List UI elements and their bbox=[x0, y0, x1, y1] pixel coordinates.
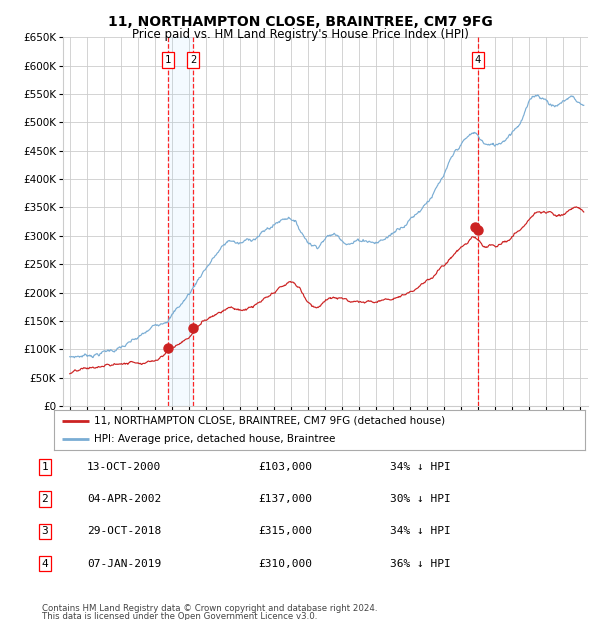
Text: 4: 4 bbox=[41, 559, 49, 569]
Text: 04-APR-2002: 04-APR-2002 bbox=[87, 494, 161, 504]
Bar bbox=[168, 37, 193, 406]
Text: 1: 1 bbox=[165, 55, 171, 65]
Text: Price paid vs. HM Land Registry's House Price Index (HPI): Price paid vs. HM Land Registry's House … bbox=[131, 28, 469, 41]
Text: 2: 2 bbox=[190, 55, 196, 65]
Text: £315,000: £315,000 bbox=[258, 526, 312, 536]
Text: 3: 3 bbox=[41, 526, 49, 536]
Text: 11, NORTHAMPTON CLOSE, BRAINTREE, CM7 9FG (detached house): 11, NORTHAMPTON CLOSE, BRAINTREE, CM7 9F… bbox=[94, 416, 445, 426]
Text: 29-OCT-2018: 29-OCT-2018 bbox=[87, 526, 161, 536]
Text: 13-OCT-2000: 13-OCT-2000 bbox=[87, 462, 161, 472]
Text: 07-JAN-2019: 07-JAN-2019 bbox=[87, 559, 161, 569]
Text: HPI: Average price, detached house, Braintree: HPI: Average price, detached house, Brai… bbox=[94, 434, 335, 444]
Text: 36% ↓ HPI: 36% ↓ HPI bbox=[390, 559, 451, 569]
Text: 2: 2 bbox=[41, 494, 49, 504]
Text: 1: 1 bbox=[41, 462, 49, 472]
Text: 4: 4 bbox=[475, 55, 481, 65]
Text: 34% ↓ HPI: 34% ↓ HPI bbox=[390, 526, 451, 536]
Text: £137,000: £137,000 bbox=[258, 494, 312, 504]
Text: £310,000: £310,000 bbox=[258, 559, 312, 569]
Text: This data is licensed under the Open Government Licence v3.0.: This data is licensed under the Open Gov… bbox=[42, 612, 317, 620]
Text: 11, NORTHAMPTON CLOSE, BRAINTREE, CM7 9FG: 11, NORTHAMPTON CLOSE, BRAINTREE, CM7 9F… bbox=[107, 16, 493, 30]
Text: £103,000: £103,000 bbox=[258, 462, 312, 472]
Text: 34% ↓ HPI: 34% ↓ HPI bbox=[390, 462, 451, 472]
Text: Contains HM Land Registry data © Crown copyright and database right 2024.: Contains HM Land Registry data © Crown c… bbox=[42, 604, 377, 613]
Text: 30% ↓ HPI: 30% ↓ HPI bbox=[390, 494, 451, 504]
